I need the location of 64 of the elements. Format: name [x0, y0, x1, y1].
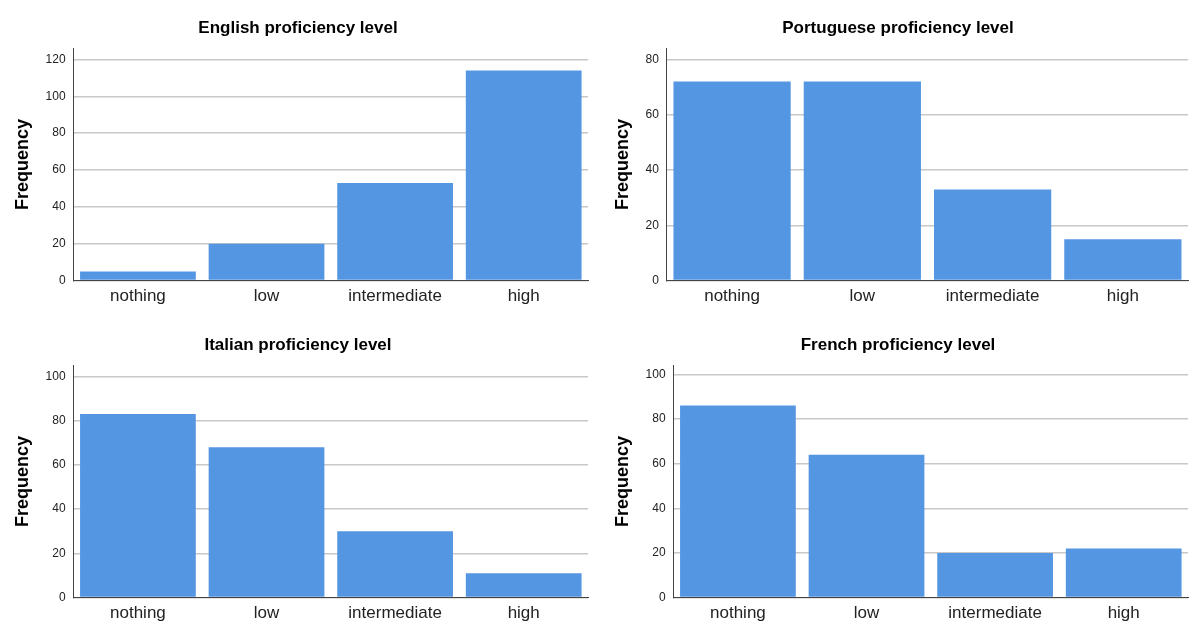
x-tick-label: intermediate — [945, 286, 1040, 306]
x-tick-label: nothing — [710, 603, 766, 623]
x-tick-label: intermediate — [948, 603, 1042, 623]
chart-title: Italian proficiency level — [204, 334, 392, 354]
y-tick-label: 40 — [645, 162, 660, 177]
y-axis-title: Frequency — [611, 118, 632, 211]
y-tick-label: 0 — [58, 589, 66, 604]
x-tick-label: intermediate — [348, 603, 442, 623]
x-tick-label: low — [853, 603, 880, 623]
bar — [208, 447, 325, 597]
bar — [465, 70, 582, 280]
bar — [1065, 548, 1182, 597]
bar — [803, 81, 921, 280]
y-tick-label: 100 — [45, 88, 66, 103]
y-tick-label: 60 — [652, 455, 666, 470]
y-tick-label: 20 — [652, 545, 666, 560]
y-tick-label: 80 — [52, 413, 66, 427]
bar — [80, 414, 196, 597]
bar — [1064, 239, 1182, 280]
bar — [808, 454, 925, 597]
y-tick-label: 0 — [658, 589, 666, 604]
chart-title: Portuguese proficiency level — [782, 17, 1014, 37]
bar — [80, 271, 196, 280]
x-tick-label: high — [507, 286, 540, 306]
x-tick-label: nothing — [110, 603, 166, 623]
x-tick-label: high — [1106, 286, 1139, 306]
y-axis-title: Frequency — [11, 435, 32, 528]
y-tick-label: 20 — [52, 545, 66, 560]
bar — [937, 552, 1053, 597]
y-tick-label: 120 — [45, 51, 66, 66]
bar — [465, 573, 582, 597]
x-tick-label: nothing — [110, 286, 166, 306]
x-tick-label: intermediate — [348, 286, 442, 306]
y-tick-label: 60 — [645, 107, 660, 122]
y-tick-label: 100 — [645, 366, 666, 381]
bar — [933, 189, 1052, 280]
y-tick-label: 40 — [52, 501, 66, 516]
y-tick-label: 80 — [645, 51, 660, 66]
y-tick-label: 40 — [652, 500, 666, 515]
bar — [680, 405, 796, 597]
bar — [673, 81, 791, 280]
y-tick-label: 40 — [52, 199, 66, 214]
bar — [337, 182, 453, 280]
bar — [208, 243, 325, 280]
x-tick-label: low — [253, 603, 280, 623]
y-tick-label: 20 — [52, 236, 66, 251]
x-tick-label: high — [507, 603, 540, 623]
y-axis-title: Frequency — [611, 435, 632, 528]
x-tick-label: nothing — [704, 286, 760, 306]
bar — [337, 531, 453, 597]
y-axis-title: Frequency — [11, 118, 32, 211]
y-tick-label: 0 — [652, 272, 660, 287]
chart-title: English proficiency level — [198, 17, 398, 37]
x-tick-label: high — [1107, 603, 1140, 623]
x-tick-label: low — [849, 286, 876, 306]
y-tick-label: 80 — [52, 125, 66, 140]
y-tick-label: 100 — [45, 368, 66, 383]
y-tick-label: 20 — [645, 217, 660, 232]
x-tick-label: low — [253, 286, 280, 306]
y-tick-label: 60 — [52, 162, 66, 177]
y-tick-label: 0 — [58, 272, 66, 287]
y-tick-label: 60 — [52, 457, 66, 472]
chart-title: French proficiency level — [800, 334, 996, 354]
y-tick-label: 80 — [652, 411, 666, 426]
